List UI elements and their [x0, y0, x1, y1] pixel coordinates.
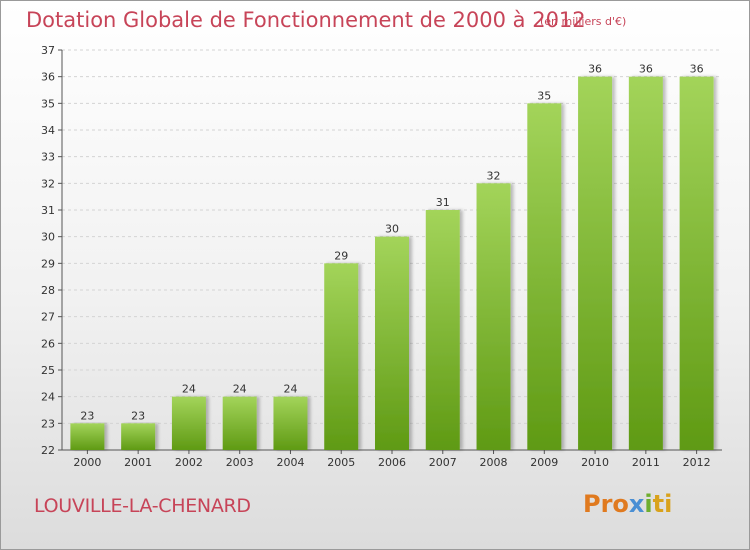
data-label: 36 [690, 63, 704, 76]
x-tick-label: 2006 [378, 456, 406, 469]
data-labels: 23 23 24 24 24 29 30 31 32 35 36 36 36 [80, 63, 703, 423]
data-label: 35 [537, 89, 551, 102]
bar [324, 263, 359, 450]
x-tick-label: 2004 [276, 456, 304, 469]
bar [679, 76, 714, 451]
y-tick-label: 36 [41, 71, 55, 84]
data-label: 32 [487, 169, 501, 182]
x-tick-label: 2010 [581, 456, 609, 469]
data-label: 36 [639, 63, 653, 76]
y-tick-label: 26 [41, 337, 55, 350]
bars [70, 76, 714, 451]
bar [222, 396, 257, 450]
logo-part-1: Pro [583, 490, 629, 518]
data-label: 24 [283, 383, 297, 396]
bar [628, 76, 663, 451]
bar [121, 423, 156, 450]
bar [425, 210, 460, 450]
y-tick-label: 23 [41, 417, 55, 430]
y-tick-label: 31 [41, 204, 55, 217]
data-label: 30 [385, 223, 399, 236]
x-tick-label: 2001 [124, 456, 152, 469]
bar [578, 76, 613, 451]
bar [527, 103, 562, 450]
logo-part-3: i [644, 490, 653, 518]
data-label: 24 [182, 383, 196, 396]
unit-label: (en milliers d'€) [540, 15, 627, 28]
x-tick-label: 2007 [429, 456, 457, 469]
data-label: 23 [80, 409, 94, 422]
y-tick-label: 35 [41, 97, 55, 110]
y-tick-label: 29 [41, 257, 55, 270]
bar [273, 396, 308, 450]
x-tick-label: 2002 [175, 456, 203, 469]
data-label: 29 [334, 249, 348, 262]
x-tick-label: 2005 [327, 456, 355, 469]
y-tick-label: 24 [41, 391, 55, 404]
y-tick-label: 37 [41, 44, 55, 57]
y-tick-label: 25 [41, 364, 55, 377]
data-label: 31 [436, 196, 450, 209]
logo-part-2: x [628, 490, 645, 518]
y-tick-label: 33 [41, 151, 55, 164]
data-label: 23 [131, 409, 145, 422]
y-tick-label: 28 [41, 284, 55, 297]
data-label: 36 [588, 63, 602, 76]
logo-part-4: ti [652, 490, 673, 518]
commune-name: LOUVILLE-LA-CHENARD [34, 495, 251, 517]
x-tick-label: 2003 [226, 456, 254, 469]
y-tick-label: 30 [41, 231, 55, 244]
y-tick-label: 34 [41, 124, 55, 137]
x-tick-label: 2000 [73, 456, 101, 469]
y-tick-label: 27 [41, 311, 55, 324]
x-tick-label: 2009 [530, 456, 558, 469]
bar [375, 236, 409, 450]
data-label: 24 [233, 383, 247, 396]
bar [476, 183, 511, 451]
x-tick-label: 2012 [683, 456, 711, 469]
chart-title: Dotation Globale de Fonctionnement de 20… [26, 8, 586, 32]
x-tick-label: 2011 [632, 456, 660, 469]
x-tick-label: 2008 [480, 456, 508, 469]
y-tick-label: 32 [41, 177, 55, 190]
bar [171, 396, 206, 450]
bar [70, 423, 105, 450]
proxiti-logo: Proxiti [583, 490, 672, 518]
y-tick-label: 22 [41, 444, 55, 457]
